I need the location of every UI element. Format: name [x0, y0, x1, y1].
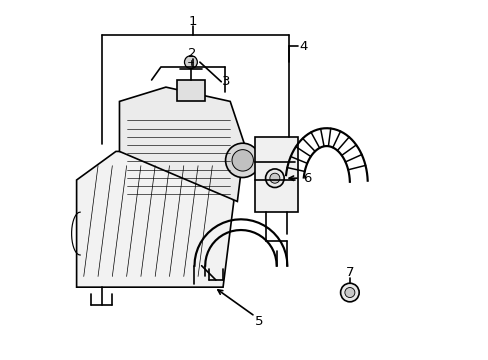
Circle shape	[269, 173, 279, 183]
Circle shape	[340, 283, 358, 302]
Text: 5: 5	[254, 315, 263, 328]
Text: 4: 4	[299, 40, 307, 53]
Circle shape	[231, 150, 253, 171]
Polygon shape	[77, 152, 233, 287]
Text: 3: 3	[222, 75, 230, 88]
Circle shape	[225, 143, 259, 177]
Text: 1: 1	[188, 14, 197, 27]
Polygon shape	[119, 87, 244, 202]
Polygon shape	[176, 80, 205, 102]
Text: 7: 7	[345, 266, 353, 279]
Circle shape	[184, 56, 197, 68]
Circle shape	[265, 169, 284, 188]
Text: 2: 2	[188, 47, 197, 60]
Circle shape	[344, 288, 354, 297]
Text: 6: 6	[302, 172, 310, 185]
Polygon shape	[255, 137, 298, 212]
